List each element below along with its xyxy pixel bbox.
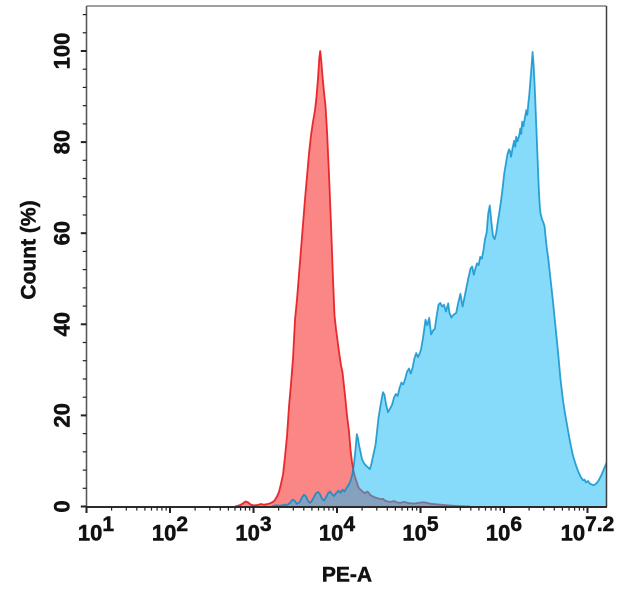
svg-text:40: 40 bbox=[50, 312, 75, 336]
svg-text:100: 100 bbox=[50, 33, 75, 70]
svg-text:0: 0 bbox=[50, 500, 75, 512]
svg-text:Count (%): Count (%) bbox=[18, 200, 41, 299]
svg-text:60: 60 bbox=[50, 221, 75, 245]
svg-text:PE-A: PE-A bbox=[322, 563, 372, 586]
svg-text:20: 20 bbox=[50, 403, 75, 427]
svg-text:106: 106 bbox=[486, 513, 522, 546]
svg-text:80: 80 bbox=[50, 130, 75, 154]
